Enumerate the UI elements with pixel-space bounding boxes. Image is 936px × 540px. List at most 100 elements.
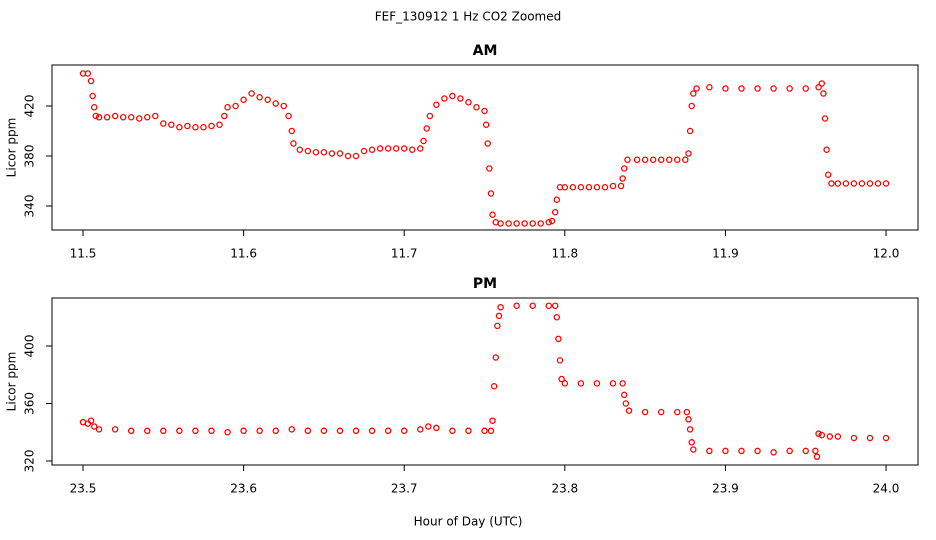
- point: [143, 114, 151, 121]
- point: [609, 182, 617, 190]
- point: [192, 124, 199, 131]
- point: [465, 99, 472, 106]
- point: [826, 433, 834, 440]
- point: [497, 303, 504, 311]
- point: [497, 220, 504, 227]
- point: [786, 85, 793, 92]
- point: [312, 148, 320, 156]
- point: [842, 180, 850, 187]
- point: [433, 101, 440, 109]
- point: [770, 449, 777, 456]
- plot-frame: [51, 64, 919, 231]
- point: [328, 150, 336, 157]
- point: [489, 417, 496, 424]
- point: [240, 427, 247, 435]
- point: [494, 322, 501, 330]
- point: [688, 102, 695, 110]
- point: [481, 427, 488, 435]
- point: [619, 380, 626, 387]
- point: [168, 121, 175, 129]
- point: [706, 447, 713, 455]
- point: [686, 426, 694, 433]
- point: [336, 150, 344, 157]
- point: [285, 112, 292, 120]
- point: [882, 434, 890, 442]
- point: [486, 165, 493, 172]
- point: [280, 102, 288, 110]
- y-axis-label: Licor ppm: [5, 118, 19, 178]
- point: [272, 100, 279, 107]
- panel-title: PM: [473, 276, 497, 292]
- point: [834, 433, 842, 440]
- point: [585, 183, 593, 191]
- point: [786, 447, 793, 455]
- point: [192, 427, 199, 435]
- point: [545, 302, 553, 310]
- point: [87, 417, 95, 424]
- point: [548, 217, 556, 225]
- point: [384, 145, 392, 152]
- y-tick-label: 420: [23, 95, 37, 118]
- point: [400, 145, 408, 152]
- point: [423, 125, 430, 132]
- point: [103, 114, 111, 121]
- point: [682, 156, 689, 163]
- point: [473, 104, 480, 111]
- x-tick-label: 23.8: [551, 482, 578, 496]
- point: [495, 312, 503, 320]
- point: [465, 427, 472, 435]
- point: [127, 114, 135, 121]
- point: [688, 439, 695, 446]
- point: [593, 183, 601, 191]
- point: [449, 92, 456, 100]
- point: [216, 121, 223, 129]
- point: [609, 380, 617, 387]
- point: [690, 90, 697, 97]
- point: [84, 70, 92, 77]
- point: [224, 104, 231, 111]
- x-tick-label: 23.6: [230, 482, 257, 496]
- point: [657, 408, 665, 416]
- point: [622, 400, 630, 407]
- y-axis-label: Licor ppm: [5, 352, 19, 412]
- point: [221, 112, 228, 120]
- point: [200, 124, 207, 131]
- point: [336, 427, 344, 435]
- point: [176, 124, 183, 131]
- point: [813, 453, 821, 460]
- point: [690, 446, 697, 453]
- point: [304, 427, 312, 435]
- point: [738, 447, 745, 455]
- point: [160, 120, 167, 127]
- point: [487, 190, 495, 197]
- point: [489, 211, 496, 218]
- point: [481, 107, 488, 115]
- point: [657, 156, 665, 163]
- point: [641, 156, 649, 163]
- point: [143, 427, 151, 435]
- point: [95, 426, 103, 433]
- point: [685, 416, 692, 423]
- point: [693, 85, 700, 92]
- point: [828, 180, 835, 187]
- point: [683, 408, 691, 416]
- point: [384, 427, 392, 435]
- point: [834, 180, 842, 187]
- point: [417, 145, 424, 152]
- point: [232, 102, 239, 110]
- point: [649, 156, 657, 163]
- point: [818, 80, 826, 87]
- point: [111, 112, 119, 120]
- point: [224, 428, 231, 436]
- point: [256, 427, 263, 435]
- point: [513, 302, 520, 310]
- point: [850, 434, 858, 442]
- point: [505, 220, 512, 227]
- point: [484, 140, 491, 147]
- point: [296, 146, 304, 153]
- point: [685, 150, 692, 157]
- point: [90, 423, 98, 430]
- point: [821, 115, 829, 122]
- point: [95, 114, 103, 121]
- point: [624, 156, 631, 163]
